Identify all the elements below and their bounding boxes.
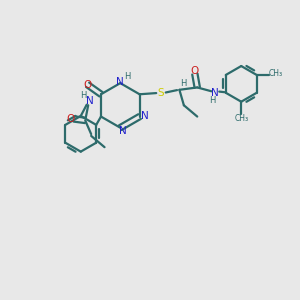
- Text: N: N: [141, 111, 149, 121]
- Text: N: N: [119, 126, 127, 136]
- Text: N: N: [116, 76, 124, 87]
- Text: O: O: [83, 80, 92, 90]
- Text: S: S: [158, 88, 164, 98]
- Text: N: N: [211, 88, 219, 98]
- Text: O: O: [66, 114, 74, 124]
- Text: H: H: [209, 96, 215, 105]
- Text: CH₃: CH₃: [235, 114, 249, 123]
- Text: H: H: [124, 72, 130, 81]
- Text: N: N: [86, 96, 94, 106]
- Text: H: H: [180, 79, 186, 88]
- Text: O: O: [191, 66, 199, 76]
- Text: CH₃: CH₃: [268, 69, 283, 78]
- Text: H: H: [80, 91, 86, 100]
